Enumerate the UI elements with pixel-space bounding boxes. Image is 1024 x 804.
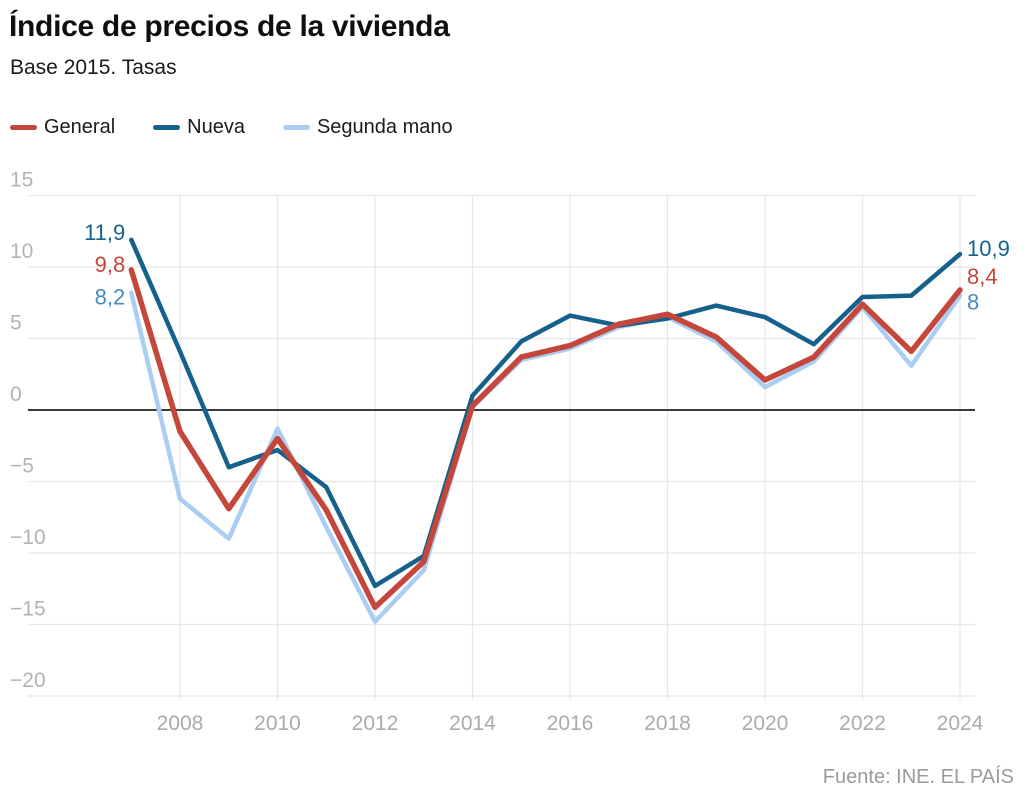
source-credit: Fuente: INE. EL PAÍS	[822, 766, 1014, 788]
y-tick-label: 15	[10, 169, 33, 192]
x-tick-label: 2014	[449, 712, 496, 735]
x-tick-label: 2020	[742, 712, 789, 735]
start-value-label: 9,8	[95, 252, 126, 277]
x-tick-label: 2016	[547, 712, 594, 735]
legend-label-nueva: Nueva	[187, 116, 245, 138]
end-value-label: 10,9	[967, 236, 1010, 261]
y-tick-label: 10	[10, 240, 33, 263]
segunda-mano-line-swatch-icon	[282, 125, 310, 130]
legend-label-general: General	[44, 116, 116, 138]
x-tick-label: 2010	[254, 712, 301, 735]
y-tick-label: 5	[10, 312, 22, 335]
legend-label-segunda-mano: Segunda mano	[316, 116, 453, 138]
chart-legend: General Nueva Segunda mano	[10, 116, 491, 139]
nueva-line-swatch-icon	[153, 125, 181, 130]
end-value-label: 8	[967, 290, 979, 315]
y-tick-label: −15	[10, 598, 46, 621]
y-tick-label: −20	[10, 669, 46, 692]
x-tick-label: 2024	[937, 712, 984, 735]
x-tick-label: 2018	[644, 712, 691, 735]
page-title: Índice de precios de la vivienda	[9, 10, 450, 43]
general-line-swatch-icon	[10, 125, 37, 130]
chart-subtitle: Base 2015. Tasas	[10, 56, 177, 79]
legend-item-segunda-mano: Segunda mano	[282, 116, 453, 139]
x-tick-label: 2008	[157, 712, 204, 735]
end-value-label: 8,4	[967, 264, 998, 289]
legend-item-nueva: Nueva	[153, 116, 245, 139]
y-tick-label: −5	[10, 455, 34, 478]
legend-item-general: General	[10, 116, 115, 139]
series-line-general	[128, 267, 963, 611]
start-value-label: 11,9	[84, 220, 125, 245]
x-tick-label: 2022	[839, 712, 886, 735]
y-tick-label: −10	[10, 526, 46, 549]
x-tick-label: 2012	[352, 712, 399, 735]
start-value-label: 8,2	[95, 285, 126, 310]
series-line-nueva	[129, 237, 963, 589]
y-tick-label: 0	[10, 383, 22, 406]
